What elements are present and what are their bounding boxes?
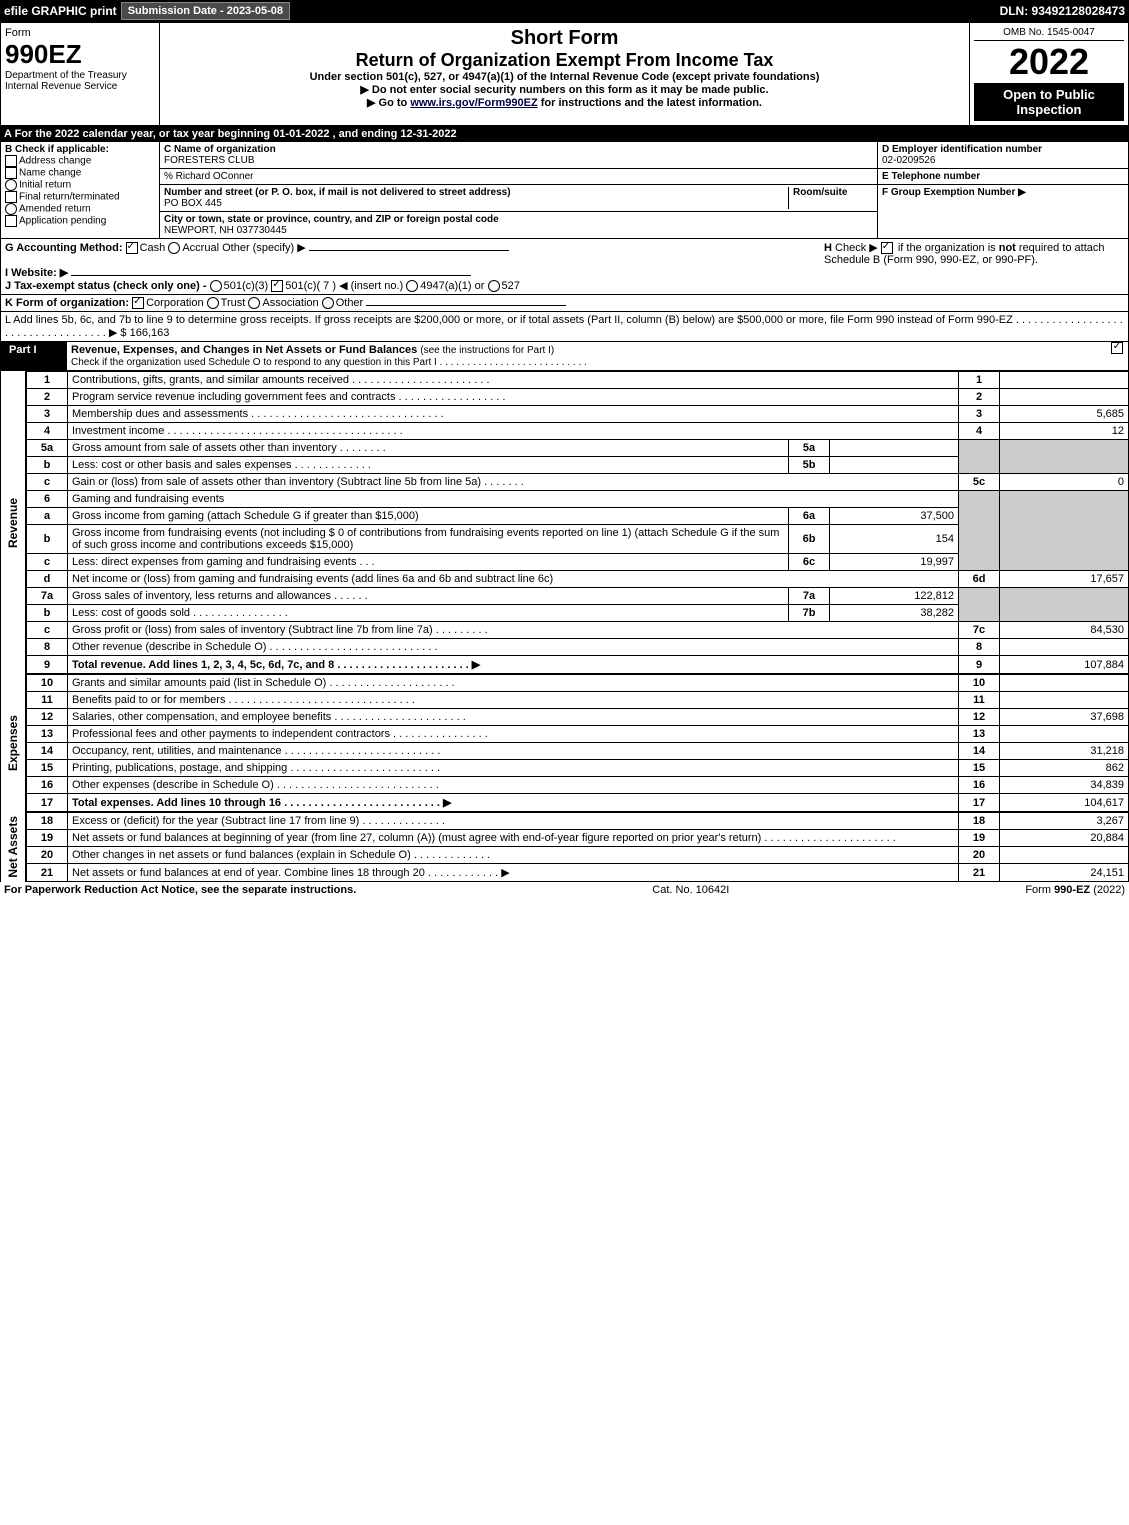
check-corporation[interactable] [132,297,144,309]
ein-value: 02-0209526 [882,155,935,166]
form-label: Form [5,27,155,39]
part1-check-text: Check if the organization used Schedule … [71,357,587,368]
check-schedule-b[interactable] [881,242,893,254]
expenses-label: Expenses [6,711,20,775]
line-j-label: J Tax-exempt status (check only one) - [5,280,207,292]
check-527[interactable] [488,280,500,292]
ein-label: D Employer identification number [882,144,1042,155]
short-form: Short Form [168,27,961,50]
check-association[interactable] [248,297,260,309]
col-b-header: B Check if applicable: [5,144,155,155]
line-3: 3Membership dues and assessments . . . .… [27,406,1129,423]
footer-left: For Paperwork Reduction Act Notice, see … [4,884,356,896]
tax-year: 2022 [974,41,1124,83]
care-of: % Richard OConner [164,171,253,182]
line-l: L Add lines 5b, 6c, and 7b to line 9 to … [0,312,1129,342]
footer-right: Form 990-EZ (2022) [1025,884,1125,896]
submission-date: Submission Date - 2023-05-08 [121,2,290,20]
line-k-label: K Form of organization: [5,297,129,309]
check-4947[interactable] [406,280,418,292]
check-other-org[interactable] [322,297,334,309]
line-19: 19Net assets or fund balances at beginni… [27,830,1129,847]
line-17: 17Total expenses. Add lines 10 through 1… [27,794,1129,812]
city-label: City or town, state or province, country… [164,214,499,225]
line-20: 20Other changes in net assets or fund ba… [27,847,1129,864]
efile-label: efile GRAPHIC print [4,4,117,18]
city-value: NEWPORT, NH 037730445 [164,225,287,236]
line-2: 2Program service revenue including gover… [27,389,1129,406]
check-trust[interactable] [207,297,219,309]
check-schedule-o-part1[interactable] [1111,342,1123,354]
form-code: 990EZ [5,39,155,70]
line-4: 4Investment income . . . . . . . . . . .… [27,423,1129,440]
footer: For Paperwork Reduction Act Notice, see … [0,882,1129,898]
footer-mid: Cat. No. 10642I [652,884,729,896]
line-5c: cGain or (loss) from sale of assets othe… [27,474,1129,491]
header: Form 990EZ Department of the Treasury In… [0,22,1129,126]
line-a: A For the 2022 calendar year, or tax yea… [0,126,1129,142]
line-i-label: I Website: ▶ [5,267,68,279]
line-18: 18Excess or (deficit) for the year (Subt… [27,813,1129,830]
netassets-table: 18Excess or (deficit) for the year (Subt… [26,812,1129,882]
title: Return of Organization Exempt From Incom… [168,50,961,71]
line-1: 1Contributions, gifts, grants, and simil… [27,372,1129,389]
line-g-label: G Accounting Method: [5,242,123,254]
irs-link[interactable]: www.irs.gov/Form990EZ [410,97,537,109]
line-5a: 5aGross amount from sale of assets other… [27,440,1129,457]
org-name: FORESTERS CLUB [164,155,255,166]
check-501c[interactable] [271,280,283,292]
line-14: 14Occupancy, rent, utilities, and mainte… [27,743,1129,760]
note-link: ▶ Go to www.irs.gov/Form990EZ for instru… [168,96,961,109]
line-6: 6Gaming and fundraising events [27,491,1129,508]
line-7c: cGross profit or (loss) from sales of in… [27,622,1129,639]
check-501c3[interactable] [210,280,222,292]
room-label: Room/suite [793,187,847,198]
street-address: PO BOX 445 [164,198,222,209]
netassets-label: Net Assets [6,812,20,882]
subtitle: Under section 501(c), 527, or 4947(a)(1)… [168,71,961,83]
tel-label: E Telephone number [882,171,980,182]
check-cash[interactable] [126,242,138,254]
check-amended-return[interactable]: Amended return [5,203,155,215]
revenue-table: 1Contributions, gifts, grants, and simil… [26,371,1129,674]
check-final-return[interactable]: Final return/terminated [5,191,155,203]
note-ssn: ▶ Do not enter social security numbers o… [168,83,961,96]
check-application-pending[interactable]: Application pending [5,215,155,227]
line-21: 21Net assets or fund balances at end of … [27,864,1129,882]
line-10: 10Grants and similar amounts paid (list … [27,675,1129,692]
check-initial-return[interactable]: Initial return [5,179,155,191]
group-label: F Group Exemption Number ▶ [882,187,1026,198]
addr-label: Number and street (or P. O. box, if mail… [164,187,511,198]
omb: OMB No. 1545-0047 [974,27,1124,41]
revenue-label: Revenue [6,494,20,552]
line-11: 11Benefits paid to or for members . . . … [27,692,1129,709]
entity-info: B Check if applicable: Address change Na… [0,142,1129,239]
part1-subtitle: (see the instructions for Part I) [420,345,554,356]
dept-label: Department of the Treasury Internal Reve… [5,70,155,92]
dln: DLN: 93492128028473 [1000,4,1125,18]
line-9: 9Total revenue. Add lines 1, 2, 3, 4, 5c… [27,656,1129,674]
name-label: C Name of organization [164,144,276,155]
line-15: 15Printing, publications, postage, and s… [27,760,1129,777]
part1-tab: Part I [1,342,67,370]
line-12: 12Salaries, other compensation, and empl… [27,709,1129,726]
check-accrual[interactable] [168,242,180,254]
line-7a: 7aGross sales of inventory, less returns… [27,588,1129,605]
line-8: 8Other revenue (describe in Schedule O) … [27,639,1129,656]
check-address-change[interactable]: Address change [5,155,155,167]
line-16: 16Other expenses (describe in Schedule O… [27,777,1129,794]
line-6d: dNet income or (loss) from gaming and fu… [27,571,1129,588]
part1-title: Revenue, Expenses, and Changes in Net As… [71,344,417,356]
topbar: efile GRAPHIC print Submission Date - 20… [0,0,1129,22]
expenses-table: 10Grants and similar amounts paid (list … [26,674,1129,812]
check-name-change[interactable]: Name change [5,167,155,179]
open-inspection: Open to Public Inspection [974,83,1124,121]
line-h-label: H [824,242,832,254]
line-h-text: Check ▶ if the organization is not requi… [824,242,1105,266]
line-13: 13Professional fees and other payments t… [27,726,1129,743]
